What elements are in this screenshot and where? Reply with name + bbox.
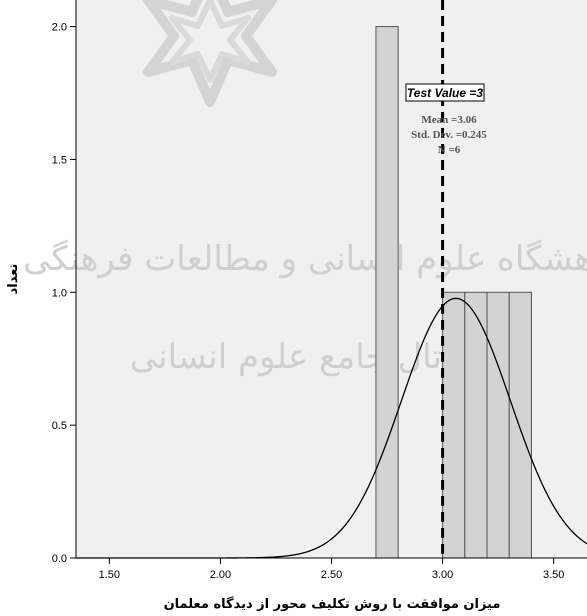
test-value-label-box bbox=[405, 83, 485, 102]
stat-n: N =6 bbox=[438, 144, 461, 156]
stat-std-dev: Std. Dev. =0.245 bbox=[411, 129, 487, 141]
y-tick-label: 1.5 bbox=[52, 154, 67, 166]
x-tick-label: 1.50 bbox=[99, 569, 120, 581]
histogram-bar bbox=[375, 26, 399, 559]
watermark-line2: پرتال جامع علوم انسانی bbox=[130, 337, 470, 377]
y-tick-label: 1.0 bbox=[52, 287, 67, 299]
y-tick-label: 2.0 bbox=[52, 22, 67, 34]
x-tick-label: 3.00 bbox=[432, 569, 453, 581]
watermark: پژوهشگاه علوم انسانی و مطالعات فرهنگی پر… bbox=[23, 0, 587, 377]
stat-mean: Mean =3.06 bbox=[421, 114, 477, 126]
y-axis: 0.0 0.5 1.0 1.5 2.0 bbox=[52, 0, 77, 565]
histogram-bar bbox=[486, 291, 510, 559]
y-tick-label: 0.5 bbox=[52, 420, 67, 432]
stats-box: Mean =3.06 Std. Dev. =0.245 N =6 bbox=[411, 114, 487, 156]
x-tick-label: 3.50 bbox=[543, 569, 564, 581]
histogram-bar bbox=[508, 291, 532, 559]
watermark-logo bbox=[143, 0, 277, 107]
watermark-line1: پژوهشگاه علوم انسانی و مطالعات فرهنگی bbox=[23, 239, 587, 279]
x-axis-title: میزان موافقت با روش تکلیف محور از دیدگاه… bbox=[164, 596, 501, 612]
test-value-label: Test Value =3 bbox=[407, 86, 483, 100]
test-value-box: Test Value =3 bbox=[405, 83, 485, 102]
y-tick-label: 0.0 bbox=[52, 553, 67, 565]
bars bbox=[375, 26, 532, 559]
x-tick-label: 2.50 bbox=[321, 569, 342, 581]
y-axis-title: تعداد bbox=[6, 264, 21, 295]
x-axis: 1.50 2.00 2.50 3.00 3.50 bbox=[76, 557, 587, 581]
histogram-bar bbox=[464, 291, 488, 559]
histogram-bar bbox=[442, 291, 466, 559]
x-tick-label: 2.00 bbox=[210, 569, 231, 581]
